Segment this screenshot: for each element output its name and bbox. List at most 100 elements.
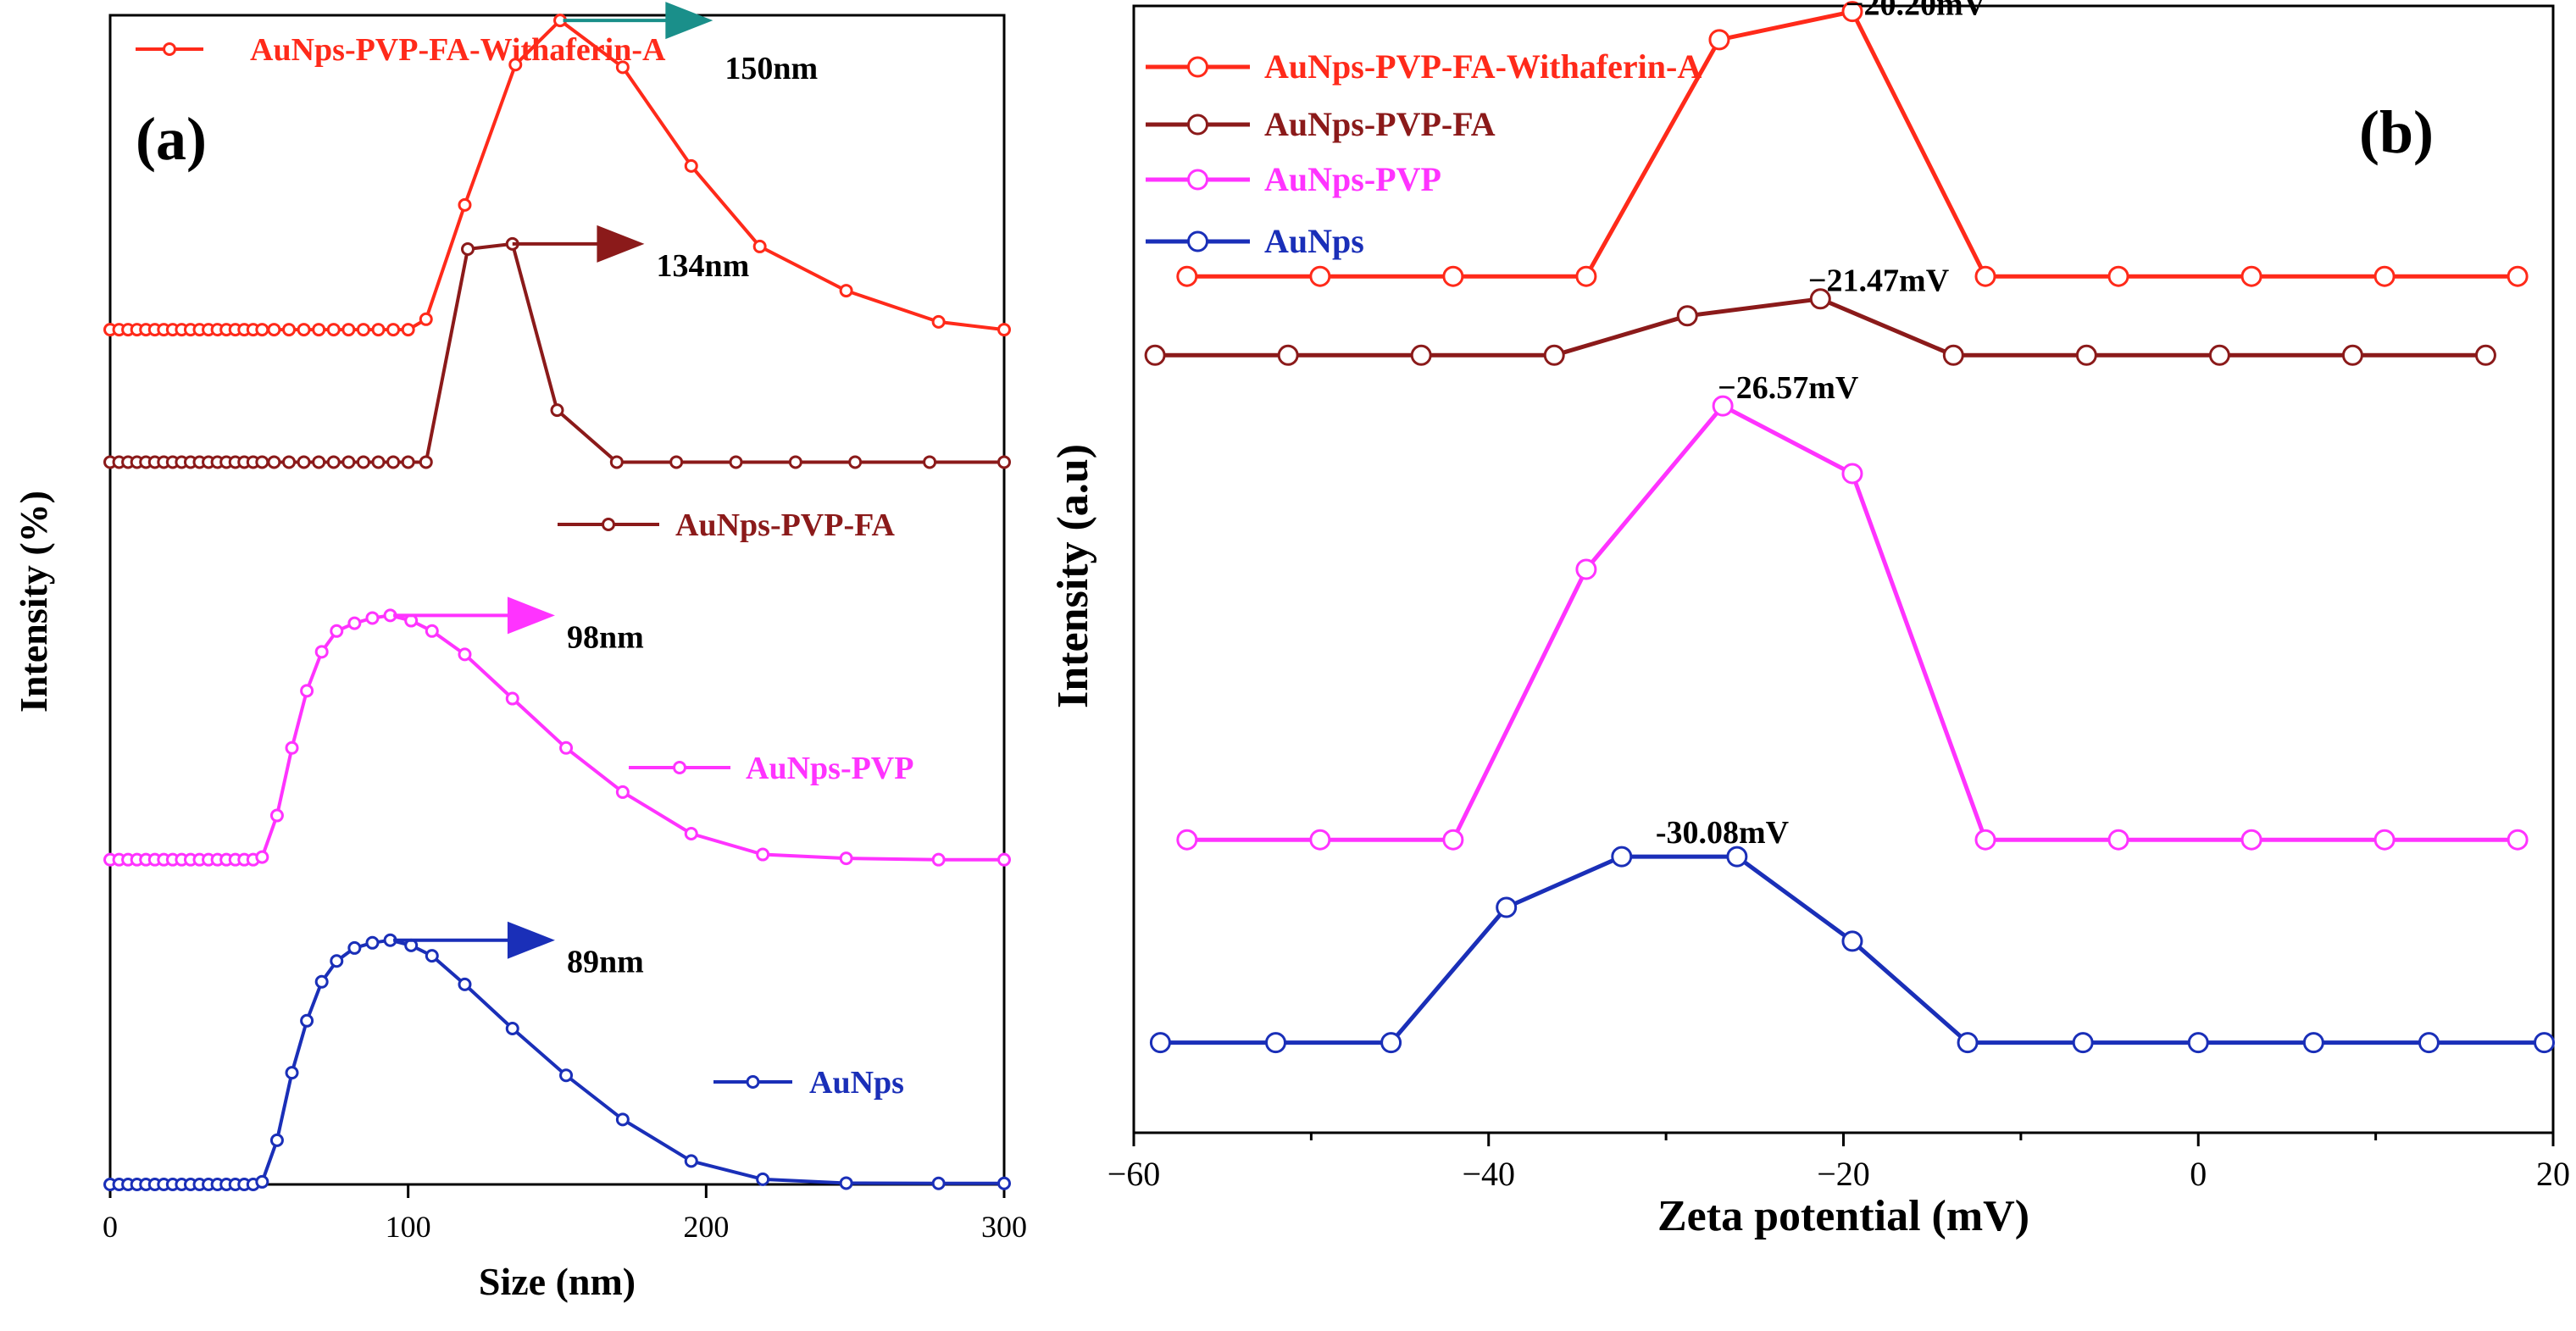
data-point [2418, 1032, 2440, 1054]
data-point [839, 851, 853, 866]
data-point [609, 455, 624, 469]
x-tick-label: −20 [1817, 1155, 1870, 1193]
data-point [1575, 558, 1597, 580]
data-point [1442, 829, 1464, 851]
data-point [1309, 829, 1331, 851]
data-point [356, 455, 370, 469]
x-tick-label: 20 [2536, 1155, 2570, 1193]
data-point [356, 323, 370, 337]
legend-label: AuNps-PVP-FA [675, 507, 896, 543]
data-point [2373, 265, 2396, 287]
data-point [1149, 1032, 1171, 1054]
x-axis-label: Zeta potential (mV) [1657, 1192, 2029, 1240]
data-point [1974, 265, 1996, 287]
data-point [285, 1066, 299, 1080]
data-point [371, 455, 386, 469]
data-point [1543, 344, 1565, 366]
data-point [1309, 265, 1331, 287]
data-point [2075, 344, 2097, 366]
peak-value-label: 150nm [724, 51, 818, 86]
data-point [255, 850, 269, 864]
data-point [1611, 846, 1633, 868]
data-point [1957, 1032, 1979, 1054]
data-point [401, 455, 415, 469]
data-point [314, 974, 329, 989]
data-point [1410, 344, 1432, 366]
data-point [341, 323, 356, 337]
data-point [461, 242, 475, 256]
peak-arrow-head [507, 596, 555, 635]
x-tick-label: 300 [981, 1210, 1027, 1244]
legend-marker [1187, 56, 1208, 78]
legend-entry-aunps-pvp: AuNps-PVP [629, 751, 913, 786]
legend-label: AuNps-PVP-FA [1264, 105, 1496, 143]
data-point [326, 455, 341, 469]
data-point [505, 1022, 519, 1035]
data-point [2208, 344, 2230, 366]
x-tick-label: 200 [683, 1210, 729, 1244]
data-point [2507, 265, 2529, 287]
series-aunps-pvp-fa-withaferin-a: −20.20mV [1176, 0, 2529, 287]
legend-label: AuNps [1264, 222, 1364, 260]
data-point [312, 455, 326, 469]
peak-value-label: 98nm [567, 619, 644, 655]
data-point [401, 323, 415, 337]
x-tick-label: 0 [103, 1210, 118, 1244]
data-point [371, 323, 386, 337]
data-point [425, 624, 439, 638]
series-aunps: 89nm [103, 921, 1011, 1191]
data-point [1277, 344, 1299, 366]
legend: AuNps-PVP-FA-Withaferin-A AuNps-PVP-FA AuN… [136, 32, 913, 1101]
data-point [419, 312, 433, 326]
data-point [267, 455, 281, 469]
legend-entry-aunps-pvp-fa: AuNps-PVP-FA [558, 507, 896, 543]
panel-a-size-distribution: 0 100 200 300 Size (nm) Intensity (%) (a) 89nm 9… [12, 2, 1027, 1303]
data-point [2302, 1032, 2324, 1054]
legend-label: AuNps-PVP-FA-Withaferin-A [1264, 47, 1702, 86]
data-point [756, 847, 770, 862]
data-point [300, 1013, 314, 1028]
data-point [1575, 265, 1597, 287]
data-point [559, 1068, 574, 1083]
data-point [2240, 265, 2262, 287]
legend: AuNps-PVP-FA-Withaferin-A AuNps-PVP-FA AuN… [1146, 47, 1702, 260]
data-point [282, 323, 296, 337]
data-point [931, 314, 946, 329]
data-point [458, 197, 472, 212]
data-point [282, 455, 296, 469]
data-point [347, 940, 362, 955]
legend-label: AuNps-PVP-FA-Withaferin-A [250, 32, 666, 68]
data-point [365, 935, 380, 950]
data-point [615, 785, 630, 799]
data-point [2187, 1032, 2209, 1054]
data-point [269, 808, 284, 823]
data-point [386, 323, 401, 337]
legend-label: AuNps-PVP [1264, 160, 1441, 198]
peak-arrow-head [507, 921, 555, 959]
legend-marker [163, 42, 176, 56]
data-point [559, 740, 574, 755]
data-point [425, 949, 439, 963]
legend-entry-aunps: AuNps [1146, 222, 1364, 260]
panel-b-zeta-potential: −60 −40 −20 0 20 Zeta potential (mV) Intensity… [1049, 0, 2570, 1240]
legend-marker [673, 761, 686, 774]
data-point [508, 58, 523, 72]
data-point [341, 455, 356, 469]
peak-arrow-head [665, 2, 713, 40]
legend-entry-aunps-pvp-fa: AuNps-PVP-FA [1146, 105, 1496, 143]
legend-marker [602, 518, 615, 531]
peak-value-label: −21.47mV [1808, 263, 1950, 299]
series-aunps-pvp-fa: 134nm [103, 225, 1011, 469]
data-point [269, 1133, 284, 1147]
data-point [458, 977, 472, 991]
x-tick-label: −60 [1108, 1155, 1161, 1193]
legend-marker [1187, 114, 1208, 136]
series-aunps-pvp: −26.57mV [1176, 370, 2529, 851]
data-point [615, 60, 630, 75]
data-point [297, 323, 311, 337]
data-point [756, 1172, 770, 1186]
data-point [255, 1174, 269, 1189]
data-point [314, 645, 329, 659]
data-point [839, 1176, 853, 1190]
